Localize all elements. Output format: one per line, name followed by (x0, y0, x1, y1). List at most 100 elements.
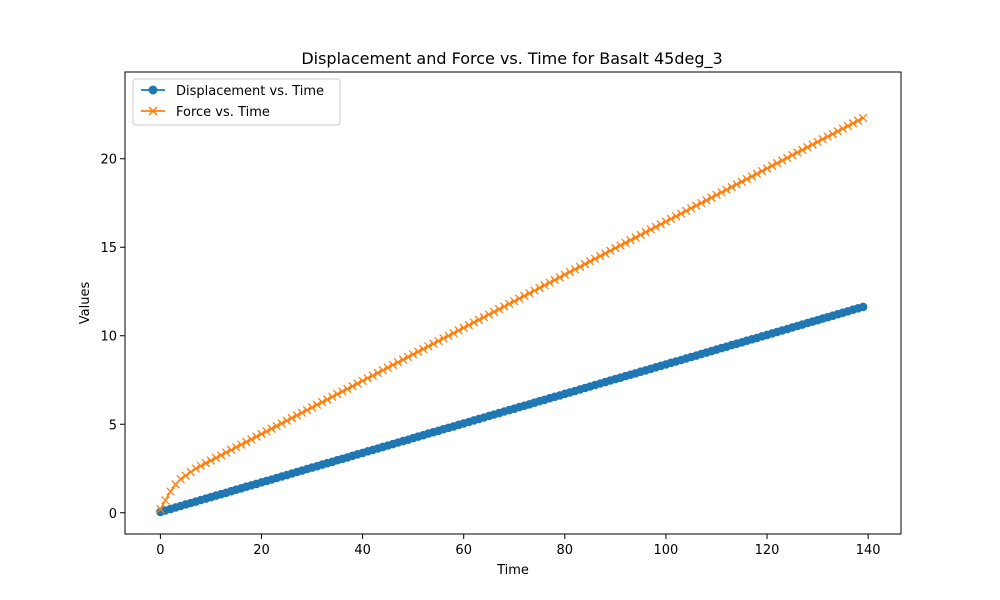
data-point-force (545, 278, 554, 287)
data-point-force (712, 190, 721, 200)
data-point-force (449, 328, 458, 338)
data-point-force (439, 334, 448, 343)
data-point-force (282, 416, 292, 425)
data-point-force (166, 487, 175, 496)
data-point-force (691, 201, 701, 210)
data-point-force (661, 217, 671, 226)
data-point-displacement (858, 302, 868, 312)
y-tick-label: 10 (100, 330, 117, 345)
legend-marker-force (148, 106, 158, 116)
x-axis: 0 20 40 60 80 100 120 140 (156, 534, 881, 558)
data-point-force (858, 113, 868, 123)
data-point-force (181, 471, 190, 480)
data-point-force (221, 448, 231, 457)
data-point-force (413, 347, 423, 356)
data-point-force (317, 397, 327, 407)
plot-frame (124, 71, 902, 535)
data-point-force (611, 243, 620, 253)
data-point-force (671, 212, 681, 221)
data-point-force (201, 458, 211, 468)
data-point-force (494, 304, 504, 314)
data-point-force (489, 307, 499, 317)
data-point-force (312, 400, 322, 410)
data-point-force (231, 443, 241, 452)
data-point-force (833, 127, 843, 136)
data-point-force (424, 342, 433, 351)
data-point-force (338, 387, 347, 396)
data-point-force (398, 355, 408, 364)
data-point-force (393, 358, 403, 367)
data-point-force (570, 265, 580, 274)
data-point-force (226, 445, 236, 455)
data-point-force (322, 395, 332, 404)
data-point-force (555, 273, 565, 282)
data-point-force (504, 299, 514, 309)
data-point-force (666, 214, 676, 224)
data-point-force (793, 148, 802, 157)
data-point-force (186, 467, 195, 477)
data-point-force (302, 405, 312, 415)
x-tick-label: 0 (156, 543, 164, 558)
data-point-force (484, 310, 494, 319)
data-point-force (348, 381, 357, 391)
data-point-force (454, 326, 463, 335)
data-point-force (540, 281, 549, 290)
data-point-force (651, 222, 661, 232)
data-point-force (191, 464, 201, 473)
data-point-force (686, 204, 696, 213)
data-point-force (565, 267, 575, 277)
data-point-force (408, 350, 418, 359)
data-point-force (717, 188, 726, 197)
data-point-force (631, 233, 640, 242)
data-point-force (378, 366, 388, 375)
data-point-force (429, 339, 438, 348)
data-point-force (656, 219, 666, 229)
data-point-force (828, 129, 838, 139)
data-point-force (267, 424, 276, 433)
data-point-force (510, 296, 519, 306)
data-point-force (646, 225, 656, 234)
data-point-force (590, 254, 600, 264)
data-point-force (767, 161, 777, 171)
data-point-force (242, 437, 251, 447)
data-point-force (206, 456, 216, 465)
y-tick-label: 20 (100, 153, 117, 168)
data-point-force (601, 249, 610, 258)
data-point-force (762, 164, 772, 173)
data-point-force (257, 429, 266, 439)
data-point-force (403, 352, 413, 362)
data-point-force (752, 169, 762, 179)
data-point-force (813, 137, 822, 147)
data-point-force (702, 196, 711, 205)
legend-marker-displacement (148, 85, 158, 95)
data-point-force (772, 158, 782, 168)
data-point-force (479, 312, 489, 322)
data-point-force (707, 193, 716, 202)
data-point-force (535, 283, 544, 293)
y-axis-label: Values (78, 282, 93, 325)
data-point-force (419, 344, 428, 354)
legend-box (132, 78, 341, 126)
data-point-force (515, 294, 524, 303)
data-point-force (216, 450, 226, 460)
data-point-force (636, 230, 645, 240)
series-line-force (159, 117, 864, 510)
data-point-force (287, 413, 297, 423)
data-point-force (176, 474, 185, 484)
x-tick-label: 60 (455, 543, 472, 558)
data-point-force (595, 251, 605, 261)
x-tick-label: 80 (557, 543, 574, 558)
data-point-force (722, 185, 731, 194)
data-point-force (211, 453, 221, 463)
data-point-force (697, 198, 706, 208)
y-tick-label: 15 (100, 241, 117, 256)
data-point-force (626, 235, 635, 245)
data-point-force (343, 384, 352, 394)
data-point-force (459, 323, 468, 333)
data-point-force (798, 145, 807, 155)
data-point-force (474, 315, 484, 325)
chart-title: Displacement and Force vs. Time for Basa… (301, 49, 722, 69)
data-point-force (585, 257, 595, 266)
data-point-force (469, 318, 479, 327)
legend-label-force: Force vs. Time (176, 105, 270, 120)
